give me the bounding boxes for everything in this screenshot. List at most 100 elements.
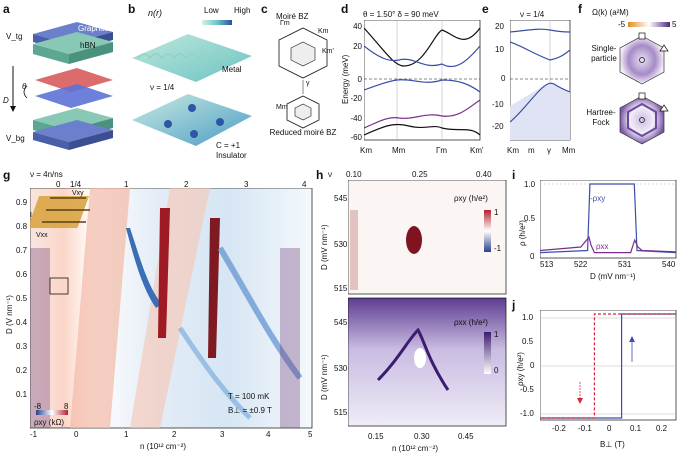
j-ytick: 1.0 [522,313,534,322]
chern-number-label: C = +1 [216,141,241,150]
e-xtick: m [528,146,535,155]
h-top-tick: 0.25 [412,170,428,179]
h-xlabel: n (10¹² cm⁻²) [392,444,438,453]
g-ytick: 0.6 [16,270,28,279]
h-top-axis-label: ν [328,170,332,179]
h-ytick: 545 [334,318,348,327]
j-xtick: -0.1 [578,424,592,433]
f-scale-min: -5 [618,20,626,29]
e-xtick: Km [507,146,519,155]
band-parameters: θ = 1.50° δ = 90 meV [363,10,439,19]
d-ytick: -40 [350,114,362,123]
i-xtick: 540 [662,260,676,269]
g-ytick: 0.8 [16,222,28,231]
magnetic-field-label: B⊥ = ±0.9 T [228,406,272,415]
h-zoom-maps [348,180,507,427]
panel-label-j: j [512,298,516,312]
g-xtick: 3 [220,430,225,439]
g-xlabel: n (10¹² cm⁻²) [140,442,186,451]
temperature-label: T = 100 mK [228,392,270,401]
k-m-label: Km [318,28,329,35]
j-xtick: 0 [607,424,612,433]
theta-label: θ [22,82,27,91]
i-ylabel: ρ (h/e²) [518,220,527,246]
panel-label-a: a [3,2,10,16]
i-xtick: 531 [618,260,632,269]
colorbar-high-label: High [234,6,251,15]
h-bottom-cbar-max: 1 [494,330,499,339]
h-xtick: 0.30 [414,432,430,441]
h-bottom-ylabel: D (mV nm⁻¹) [320,354,329,400]
g-xtick: 0 [74,430,79,439]
i-ytick: 0 [530,252,535,261]
i-legend-rho-xx: ρxx [596,242,609,251]
g-ylabel: D (V nm⁻¹) [5,295,14,334]
filling-label: ν = 1/4 [150,83,175,92]
g-cbar-min: -8 [34,402,42,411]
bottom-gate-label: V_bg [6,134,25,143]
j-ylabel: ρxy (h/e²) [516,352,525,386]
panel-label-c: c [261,2,268,16]
g-ytick: 0.4 [16,318,28,327]
g-top-tick: 4 [302,180,307,189]
panel-label-e: e [482,2,489,16]
i-xtick: 522 [574,260,588,269]
e-filling: ν = 1/4 [520,10,545,19]
reduced-bz-label: Reduced moiré BZ [269,128,337,137]
device-stack-diagram [10,22,113,150]
panel-label-h: h [316,168,324,182]
h-ytick: 530 [334,364,348,373]
g-ytick: 0.7 [16,246,28,255]
h-xtick: 0.15 [368,432,384,441]
j-xtick: 0.1 [630,424,642,433]
g-ytick: 0.9 [16,198,28,207]
d-xtick: Mm [392,146,406,155]
sweep-down-line [540,313,676,419]
single-particle-label: Single-particle [591,44,617,63]
d-xtick: Km' [470,146,484,155]
g-xtick: -1 [30,430,38,439]
metal-label: Metal [222,65,242,74]
d-ytick: 20 [353,42,362,51]
d-ytick: 40 [353,22,362,31]
j-ytick: 0 [530,361,535,370]
e-ytick: 10 [495,45,504,54]
d-ytick: -20 [350,94,362,103]
d-ytick: -60 [350,133,362,142]
j-xlabel: B⊥ (T) [600,440,625,449]
g-top-tick: 1 [124,180,129,189]
device-vxy-label: Vxy [72,190,84,197]
berry-curvature-maps [619,22,670,145]
i-xtick: 513 [540,260,554,269]
graphite-label: Graphite [78,24,109,33]
hartree-fock-bands [510,20,571,141]
hbn-label: hBN [80,41,96,50]
h-ytick: 530 [334,240,348,249]
panel-label-d: d [341,2,349,16]
j-xtick: 0.2 [656,424,668,433]
small-gamma-label: γ [306,80,310,87]
g-xtick: 2 [172,430,177,439]
m-m-label: Mm [276,104,288,111]
h-bottom-cbar-min: 0 [494,366,499,375]
e-ytick: 20 [495,22,504,31]
h-xtick: 0.45 [458,432,474,441]
e-xtick: Mm [562,146,576,155]
e-xtick: γ [547,146,551,155]
d-xtick: Km [360,146,372,155]
g-ytick: 0.3 [16,342,28,351]
top-gate-label: V_tg [6,32,23,41]
g-xtick: 5 [308,430,313,439]
density-surfaces [132,20,252,146]
g-top-tick: 0 [56,180,61,189]
device-vxx-label: Vxx [36,232,48,239]
moire-bz-title: Moiré BZ [276,12,309,21]
i-legend-rho-xy: -ρxy [590,194,606,203]
i-line-plot [540,180,677,259]
f-scale-max: 5 [672,20,677,29]
g-top-axis-label: ν = 4n/ns [30,170,63,179]
h-ytick: 515 [334,408,348,417]
e-ytick: 0 [501,74,506,83]
g-resistance-map [30,188,313,429]
colorbar-low-label: Low [204,6,219,15]
